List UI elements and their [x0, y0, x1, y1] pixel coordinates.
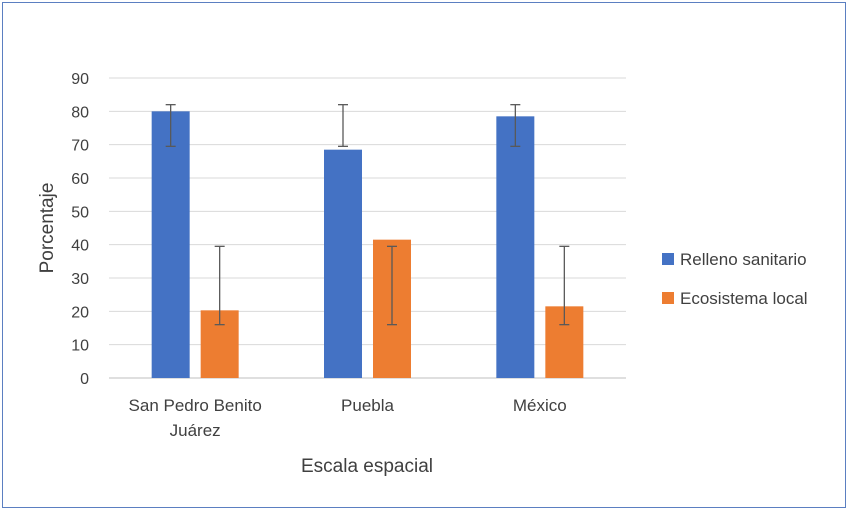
y-tick-label: 50 [71, 204, 89, 221]
y-tick-label: 10 [71, 338, 89, 355]
legend-label: Ecosistema local [680, 289, 808, 308]
y-tick-label: 80 [71, 104, 89, 121]
error-bars [165, 104, 570, 326]
y-tick-label: 30 [71, 271, 89, 288]
x-category-label: Juárez [170, 421, 221, 440]
y-tick-label: 60 [71, 171, 89, 188]
x-category-label: Puebla [341, 396, 394, 415]
x-axis-title: Escala espacial [301, 456, 433, 477]
y-tick-label: 20 [71, 304, 89, 321]
legend: Relleno sanitario Ecosistema local [662, 250, 808, 308]
gridlines [109, 77, 626, 379]
x-axis-categories: San Pedro Benito Juárez Puebla México [129, 396, 567, 440]
y-tick-label: 40 [71, 238, 89, 255]
y-axis-ticks: 0 10 20 30 40 50 60 70 80 90 [71, 71, 89, 388]
legend-swatch [662, 292, 674, 304]
x-category-label: San Pedro Benito [129, 396, 262, 415]
y-tick-label: 0 [80, 371, 89, 388]
x-category-label: México [513, 396, 567, 415]
legend-swatch [662, 253, 674, 265]
legend-label: Relleno sanitario [680, 250, 807, 269]
bar [324, 149, 362, 378]
bar [151, 111, 190, 378]
bar [496, 116, 535, 378]
y-axis-title: Porcentaje [37, 183, 58, 274]
y-tick-label: 90 [71, 71, 89, 88]
y-tick-label: 70 [71, 138, 89, 155]
